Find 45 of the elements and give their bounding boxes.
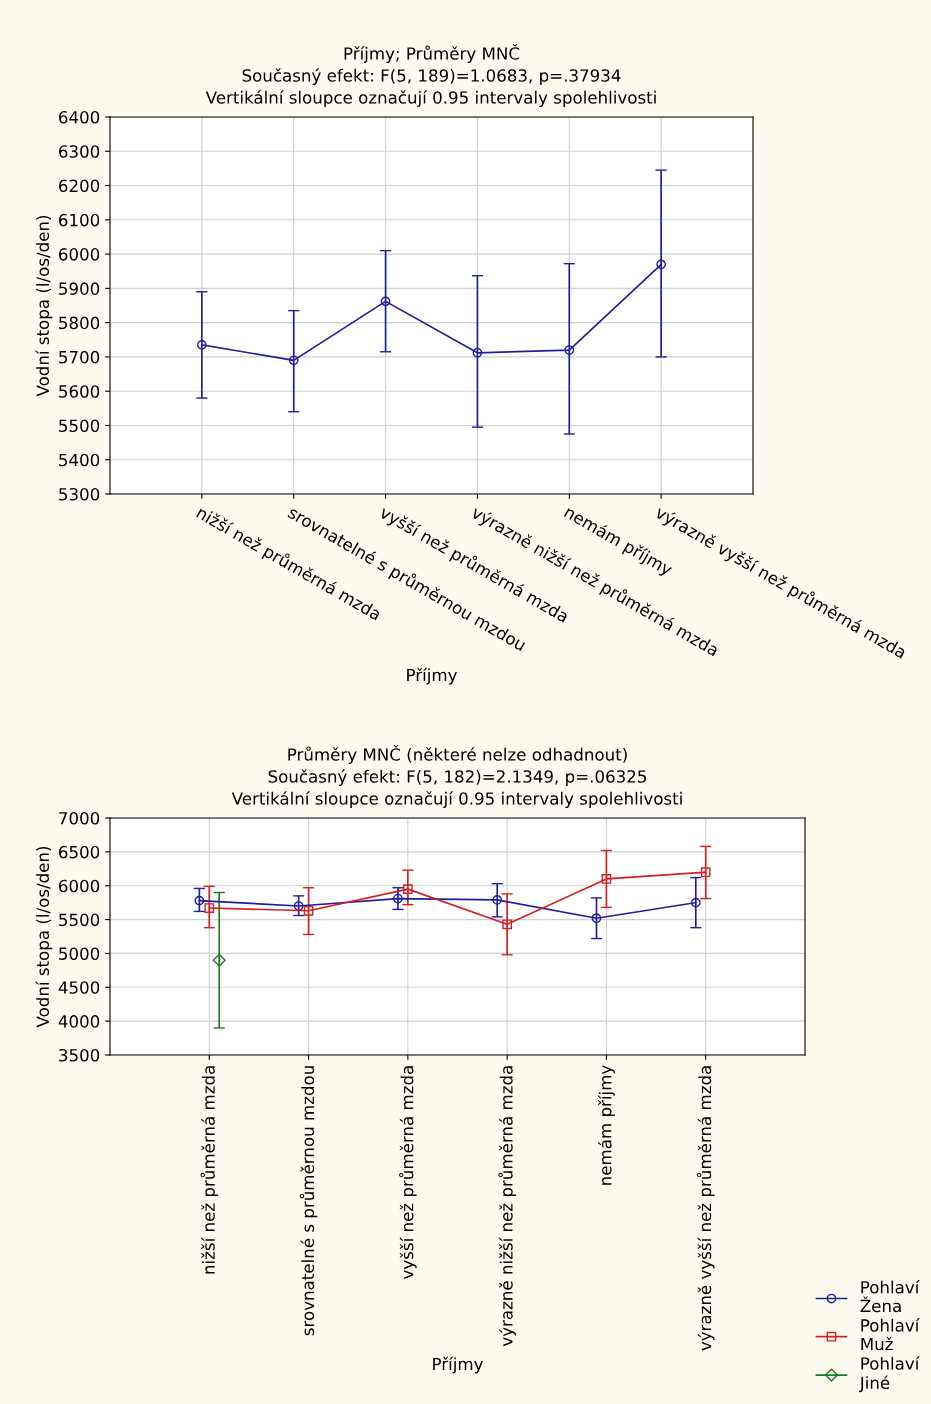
legend-label: Pohlaví Jiné: [858, 1356, 920, 1393]
y-tick-label: 6100: [59, 213, 100, 227]
chart-subtitle: Současný efekt: F(5, 182)=2.1349, p=.06325: [268, 769, 647, 786]
y-tick-label: 4500: [58, 981, 100, 994]
chart-subtitle: Současný efekt: F(5, 189)=1.0683, p=.37934: [242, 68, 621, 85]
y-axis-title: Vodní stopa (l/os/den): [35, 846, 53, 1028]
y-tick-label: 5900: [59, 282, 100, 295]
y-tick-label: 6000: [59, 879, 100, 893]
x-tick-label: nižší než průměrná mzda: [200, 1066, 219, 1274]
y-tick-label: 6400: [59, 110, 100, 124]
y-tick-label: 5500: [59, 913, 100, 927]
y-tick-label: 7000: [59, 811, 100, 825]
y-axis-title: Vodní stopa (l/os/den): [35, 215, 53, 397]
x-tick-label: nemám příjmy: [598, 1065, 615, 1185]
x-tick-label: vyšší než průměrná mzda: [399, 1066, 417, 1279]
y-tick-label: 5800: [59, 316, 100, 330]
y-tick-label: 6000: [59, 248, 100, 261]
point: [472, 347, 483, 358]
legend-label: Pohlaví Žena: [860, 1279, 920, 1313]
x-tick-label: výrazně nižší než průměrná mzda: [498, 1066, 516, 1347]
y-tick-label: 6200: [59, 179, 100, 193]
y-tick-label: 5700: [59, 350, 100, 364]
point: [380, 296, 391, 307]
chart-title: Průměry MNČ (některé nelze odhadnout): [288, 745, 627, 764]
y-tick-label: 5400: [59, 453, 100, 467]
legend-label: Pohlaví Muž: [861, 1318, 920, 1351]
text: Vertikální sloupce označují 0.95 intervaly spolehlivosti: [205, 90, 656, 107]
y-tick-label: 5500: [59, 419, 100, 433]
x-axis-title: Příjmy: [407, 667, 457, 685]
y-tick-label: 3500: [59, 1048, 100, 1062]
point: [288, 355, 299, 366]
x-tick-label: srovnatelné s průměrnou mzdou: [299, 1066, 318, 1336]
point: [196, 340, 207, 350]
point: [564, 345, 575, 355]
y-tick-label: 5000: [59, 947, 100, 960]
chart-title: Příjmy; Průměry MNČ: [344, 44, 520, 63]
point: [656, 259, 667, 270]
x-axis-title: Příjmy: [433, 1356, 483, 1374]
y-tick-label: 4000: [58, 1015, 100, 1028]
y-tick-label: 6300: [59, 145, 100, 158]
y-tick-label: 5600: [59, 385, 100, 398]
text: Vertikální sloupce označují 0.95 intervaly spolehlivosti: [231, 791, 682, 808]
y-tick-label: 5300: [59, 487, 100, 501]
y-tick-label: 6500: [59, 845, 100, 859]
x-tick-label: výrazně vyšší než průměrná mzda: [696, 1066, 715, 1351]
